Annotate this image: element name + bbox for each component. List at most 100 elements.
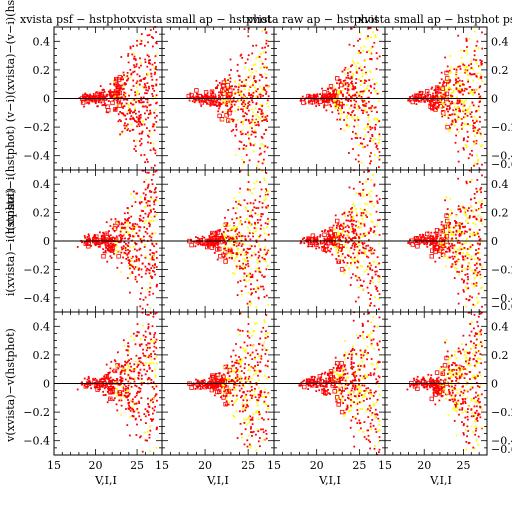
data-point xyxy=(221,236,224,239)
data-point xyxy=(121,235,124,238)
data-point xyxy=(354,119,356,122)
data-point xyxy=(328,96,330,98)
data-point xyxy=(140,383,143,386)
data-point xyxy=(255,180,258,183)
data-point xyxy=(374,36,377,39)
data-point xyxy=(126,72,129,74)
data-point xyxy=(343,111,345,114)
data-point xyxy=(449,107,451,109)
data-point xyxy=(112,245,115,247)
data-point xyxy=(150,190,153,193)
data-point xyxy=(108,386,113,391)
data-point xyxy=(112,392,114,394)
data-point xyxy=(469,181,472,183)
data-point xyxy=(438,246,440,248)
data-point xyxy=(467,92,470,95)
data-point xyxy=(141,105,144,108)
data-point xyxy=(151,255,154,258)
data-point xyxy=(242,147,245,150)
data-point xyxy=(246,302,249,305)
data-point xyxy=(232,272,234,274)
data-point xyxy=(206,241,211,247)
data-point xyxy=(144,161,146,164)
data-point xyxy=(455,260,458,263)
data-point xyxy=(120,120,122,122)
data-point xyxy=(327,246,329,249)
data-point xyxy=(118,93,121,96)
data-point xyxy=(264,58,267,61)
data-point xyxy=(136,39,138,42)
data-point xyxy=(237,252,240,255)
data-point xyxy=(146,158,148,161)
data-point xyxy=(230,130,233,133)
data-point xyxy=(88,379,91,382)
data-point xyxy=(374,106,377,109)
data-point xyxy=(121,386,124,388)
data-point xyxy=(266,102,268,105)
data-point xyxy=(479,98,482,101)
data-point xyxy=(236,227,238,230)
data-point xyxy=(235,252,238,254)
data-point xyxy=(114,107,117,110)
data-point xyxy=(454,220,456,222)
data-point xyxy=(358,38,361,40)
data-point xyxy=(135,116,138,119)
data-point xyxy=(342,95,344,97)
data-point xyxy=(339,81,342,83)
data-point xyxy=(367,273,370,276)
data-point xyxy=(250,275,253,278)
data-point xyxy=(254,212,257,215)
data-point xyxy=(124,378,127,381)
data-point xyxy=(188,99,191,102)
data-point xyxy=(227,79,229,81)
data-point xyxy=(230,110,233,113)
data-point xyxy=(249,272,251,275)
data-point xyxy=(146,347,149,349)
data-point xyxy=(138,267,140,270)
data-point xyxy=(264,89,267,92)
data-point xyxy=(97,388,100,391)
data-point xyxy=(353,248,356,251)
data-point xyxy=(449,249,451,252)
data-point xyxy=(351,111,353,114)
data-point xyxy=(448,80,451,83)
data-point xyxy=(153,266,156,269)
data-point xyxy=(260,110,263,113)
data-point xyxy=(455,108,457,111)
data-point xyxy=(144,231,147,233)
data-point xyxy=(463,247,466,249)
data-point xyxy=(139,57,141,60)
data-point xyxy=(463,280,465,283)
data-point xyxy=(452,258,455,260)
data-point xyxy=(365,102,368,105)
data-point xyxy=(151,420,153,422)
data-point xyxy=(464,230,467,233)
data-point xyxy=(102,251,105,254)
data-point xyxy=(237,74,240,77)
data-point xyxy=(239,204,242,207)
data-point xyxy=(343,81,345,84)
data-point xyxy=(329,92,331,94)
data-point xyxy=(108,243,113,248)
data-point xyxy=(113,387,116,390)
data-point xyxy=(332,236,334,239)
data-point xyxy=(139,238,142,240)
data-point xyxy=(129,234,131,236)
data-point xyxy=(362,288,365,290)
data-point xyxy=(436,91,439,93)
data-point xyxy=(434,249,437,252)
data-point xyxy=(349,220,351,223)
data-point xyxy=(455,230,458,233)
data-point xyxy=(462,109,464,112)
data-point xyxy=(248,100,251,103)
data-point xyxy=(473,90,475,93)
data-point xyxy=(359,222,362,225)
data-point xyxy=(340,255,343,257)
data-point xyxy=(139,305,142,308)
data-point xyxy=(139,43,142,45)
data-point xyxy=(147,214,150,216)
data-point xyxy=(348,226,350,229)
data-point xyxy=(124,237,126,240)
data-point xyxy=(138,360,141,363)
data-point xyxy=(365,37,367,40)
